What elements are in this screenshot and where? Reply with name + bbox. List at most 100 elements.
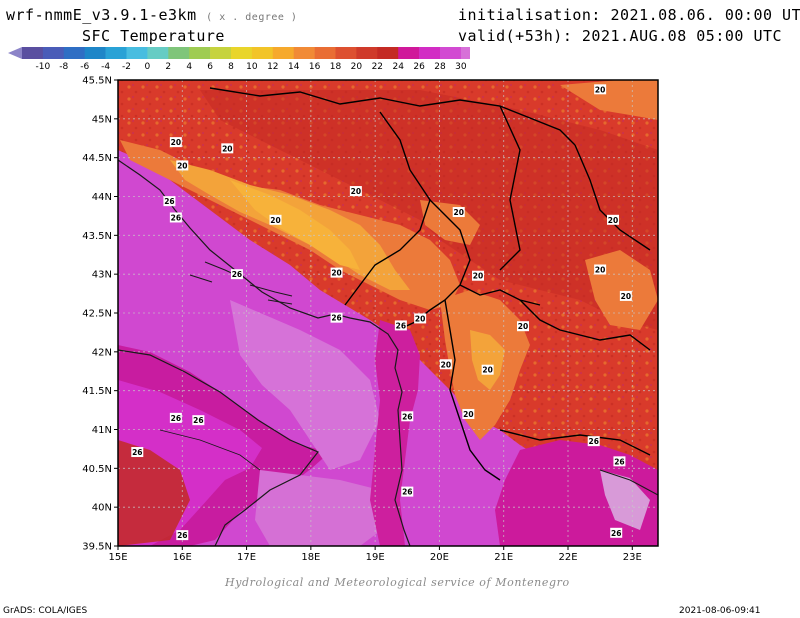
contour-label: 20 bbox=[171, 138, 181, 147]
lat-tick-label: 41.5N bbox=[82, 386, 112, 397]
contour-label: 26 bbox=[232, 270, 242, 279]
legend-label: 8 bbox=[228, 62, 234, 72]
contour-label-box bbox=[452, 207, 465, 218]
legend-label: 4 bbox=[186, 62, 192, 72]
legend-swatch bbox=[42, 47, 65, 59]
contour-label-box bbox=[394, 320, 407, 331]
footer-timestamp: 2021-08-06-09:41 bbox=[679, 606, 761, 616]
contour-label: 26 bbox=[331, 314, 341, 323]
legend-swatch bbox=[105, 47, 127, 59]
lat-tick-label: 42N bbox=[92, 347, 112, 358]
contour-label-box bbox=[619, 290, 632, 301]
contour-label-box bbox=[269, 214, 282, 225]
contour-label: 20 bbox=[222, 144, 232, 153]
contour-label: 26 bbox=[132, 448, 142, 457]
legend-label: 28 bbox=[434, 62, 446, 72]
contour-label: 20 bbox=[621, 292, 631, 301]
model-units: ( x . degree ) bbox=[206, 12, 298, 23]
contour-label-box bbox=[131, 447, 144, 458]
legend-swatch bbox=[189, 47, 211, 59]
legend-label: -4 bbox=[101, 62, 110, 72]
contour-label: 26 bbox=[402, 488, 412, 497]
longitude-axis: 15E 16E 17E 18E 19E 20E 21E 22E 23E bbox=[108, 546, 642, 563]
lat-tick-label: 45.5N bbox=[82, 76, 112, 87]
contour-label: 20 bbox=[441, 360, 451, 369]
contour-label-box bbox=[610, 527, 623, 538]
contour-label-box bbox=[169, 412, 182, 423]
contour-label-box bbox=[613, 456, 626, 467]
contour-label: 26 bbox=[171, 414, 181, 423]
legend-label: 14 bbox=[288, 62, 300, 72]
legend-label: 20 bbox=[351, 62, 363, 72]
legend-label: 26 bbox=[413, 62, 425, 72]
contour-label-box bbox=[221, 143, 234, 154]
lat-tick-label: 43.5N bbox=[82, 231, 112, 242]
legend-label: -2 bbox=[122, 62, 131, 72]
legend-label: 30 bbox=[455, 62, 467, 72]
lat-tick-label: 41N bbox=[92, 425, 112, 436]
legend-label: 16 bbox=[309, 62, 321, 72]
contour-label: 26 bbox=[614, 457, 624, 466]
contour-label-box bbox=[169, 212, 182, 223]
footer-software: GrADS: COLA/IGES bbox=[3, 606, 88, 616]
contour-label: 26 bbox=[193, 416, 203, 425]
lon-tick-label: 22E bbox=[558, 552, 577, 563]
legend-label: 18 bbox=[330, 62, 342, 72]
contour-label: 26 bbox=[396, 321, 406, 330]
contour-label-box bbox=[594, 264, 607, 275]
legend-swatch bbox=[314, 47, 336, 59]
contour-label: 26 bbox=[171, 213, 181, 222]
legend-swatch bbox=[419, 47, 441, 59]
contour-label: 20 bbox=[482, 366, 492, 375]
contour-label: 20 bbox=[463, 410, 473, 419]
lon-tick-label: 18E bbox=[301, 552, 320, 563]
lon-tick-label: 17E bbox=[237, 552, 256, 563]
legend-swatch bbox=[272, 47, 294, 59]
contour-label-box bbox=[587, 436, 600, 447]
variable-title: SFC Temperature bbox=[82, 27, 225, 45]
legend-swatch bbox=[377, 47, 399, 59]
contour-label-box bbox=[481, 364, 494, 375]
contour-label-box bbox=[176, 530, 189, 541]
legend-swatch bbox=[440, 47, 462, 59]
legend-label: -6 bbox=[80, 62, 89, 72]
lat-tick-label: 40.5N bbox=[82, 464, 112, 475]
legend-swatch bbox=[251, 47, 274, 59]
map-fields bbox=[118, 80, 658, 546]
color-legend: -10-8-6-4-202468101214161820222426283032 bbox=[8, 47, 470, 72]
legend-swatch bbox=[126, 47, 148, 59]
legend-label: 6 bbox=[207, 62, 213, 72]
contour-label: 20 bbox=[608, 216, 618, 225]
legend-swatch bbox=[210, 47, 232, 59]
legend-arrow-left bbox=[8, 47, 22, 59]
legend-label: 0 bbox=[145, 62, 151, 72]
contour-label-box bbox=[439, 359, 452, 370]
legend-label: -10 bbox=[36, 62, 51, 72]
contour-label: 26 bbox=[164, 197, 174, 206]
legend-swatch bbox=[84, 47, 106, 59]
latitude-axis: 45.5N 45N 44.5N 44N 43.5N 43N 42.5N 42N 41.5N 41N… bbox=[82, 76, 118, 553]
legend-label: 2 bbox=[165, 62, 171, 72]
contour-label: 20 bbox=[415, 314, 425, 323]
legend-label: 12 bbox=[267, 62, 278, 72]
lat-tick-label: 44.5N bbox=[82, 153, 112, 164]
contour-label-box bbox=[414, 313, 427, 324]
contour-label-box bbox=[594, 84, 607, 95]
lon-tick-label: 15E bbox=[108, 552, 127, 563]
contour-label-box bbox=[472, 270, 484, 281]
contour-label-box bbox=[401, 486, 414, 497]
contour-label-box bbox=[192, 415, 205, 426]
legend-swatch bbox=[147, 47, 169, 59]
lat-tick-label: 39.5N bbox=[82, 542, 112, 553]
contour-label-box bbox=[349, 186, 362, 197]
legend-label: -8 bbox=[59, 62, 68, 72]
legend-label: 22 bbox=[372, 62, 383, 72]
legend-swatch bbox=[460, 47, 470, 59]
contour-label-box bbox=[401, 411, 414, 422]
lon-tick-label: 21E bbox=[494, 552, 513, 563]
lon-tick-label: 16E bbox=[173, 552, 192, 563]
contour-label-box bbox=[230, 269, 243, 280]
contour-label: 20 bbox=[351, 187, 361, 196]
contour-label-box bbox=[176, 160, 189, 171]
contour-label: 20 bbox=[331, 269, 341, 278]
